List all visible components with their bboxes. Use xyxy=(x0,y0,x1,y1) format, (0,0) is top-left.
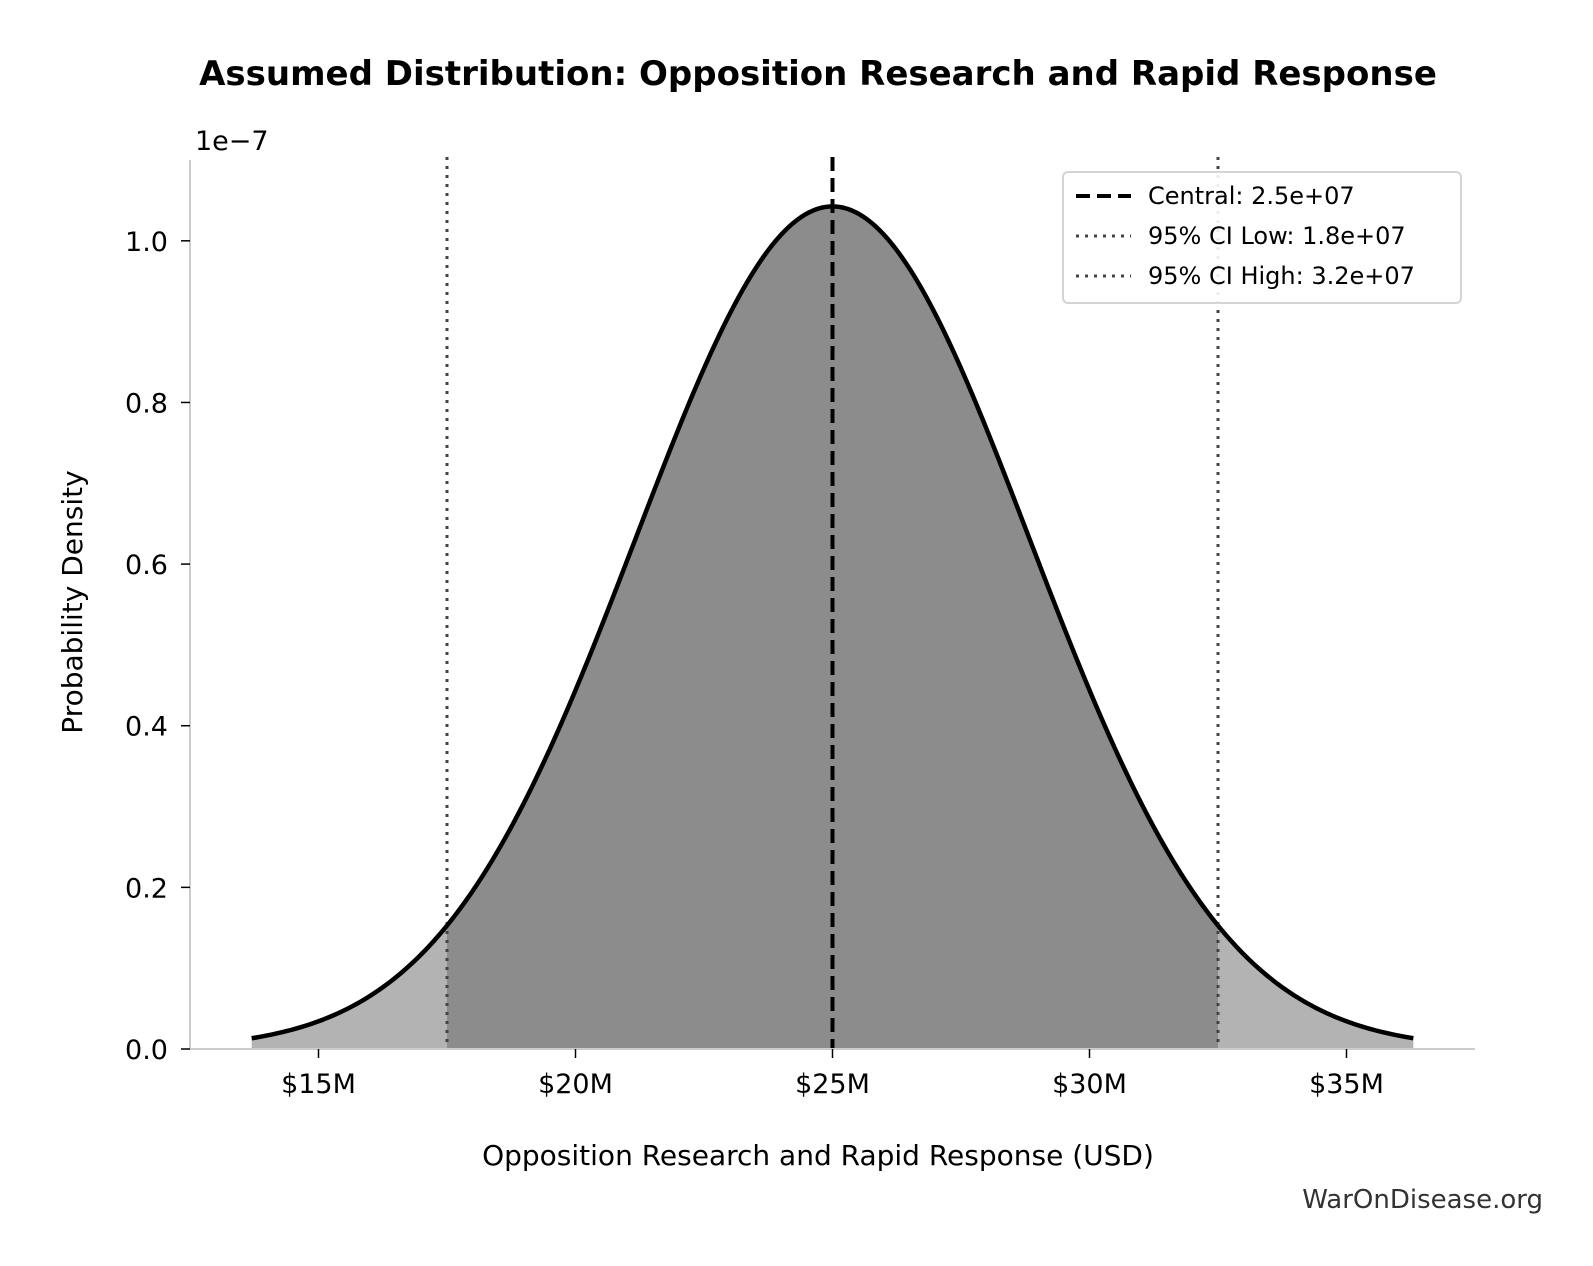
y-tick-label: 0.8 xyxy=(125,388,168,419)
density-curve xyxy=(251,204,1414,1041)
y-tick-label: 0.4 xyxy=(125,712,168,743)
watermark: WarOnDisease.org xyxy=(1302,1185,1543,1215)
x-tick-label: $30M xyxy=(1052,1069,1127,1100)
y-scale-label: 1e−7 xyxy=(195,126,269,157)
legend-label-0: Central: 2.5e+07 xyxy=(1148,182,1355,210)
legend-label-1: 95% CI Low: 1.8e+07 xyxy=(1148,222,1406,250)
x-axis-label: Opposition Research and Rapid Response (… xyxy=(482,1139,1154,1172)
y-tick-label: 0.0 xyxy=(125,1035,168,1066)
y-tick-label: 1.0 xyxy=(125,227,168,258)
y-axis-label: Probability Density xyxy=(56,470,89,733)
legend-label-2: 95% CI High: 3.2e+07 xyxy=(1148,262,1415,290)
chart-title: Assumed Distribution: Opposition Researc… xyxy=(199,54,1437,94)
x-tick-label: $20M xyxy=(538,1069,613,1100)
x-tick-label: $35M xyxy=(1309,1069,1384,1100)
y-tick-label: 0.2 xyxy=(125,873,168,904)
density-curve-layer xyxy=(251,204,1414,1041)
x-tick-label: $25M xyxy=(795,1069,870,1100)
legend: Central: 2.5e+07 95% CI Low: 1.8e+07 95% C… xyxy=(1062,171,1462,304)
reference-lines xyxy=(445,157,1220,1049)
y-tick-label: 0.6 xyxy=(125,550,168,581)
x-tick-label: $15M xyxy=(281,1069,356,1100)
axes: $15M $20M $25M $30M $35M 0.0 0.2 0.4 0.6 0.8 1.0 xyxy=(125,160,1475,1100)
right-tail-fill xyxy=(1218,925,1414,1049)
legend-box xyxy=(1062,171,1462,304)
left-tail-fill xyxy=(251,925,447,1049)
